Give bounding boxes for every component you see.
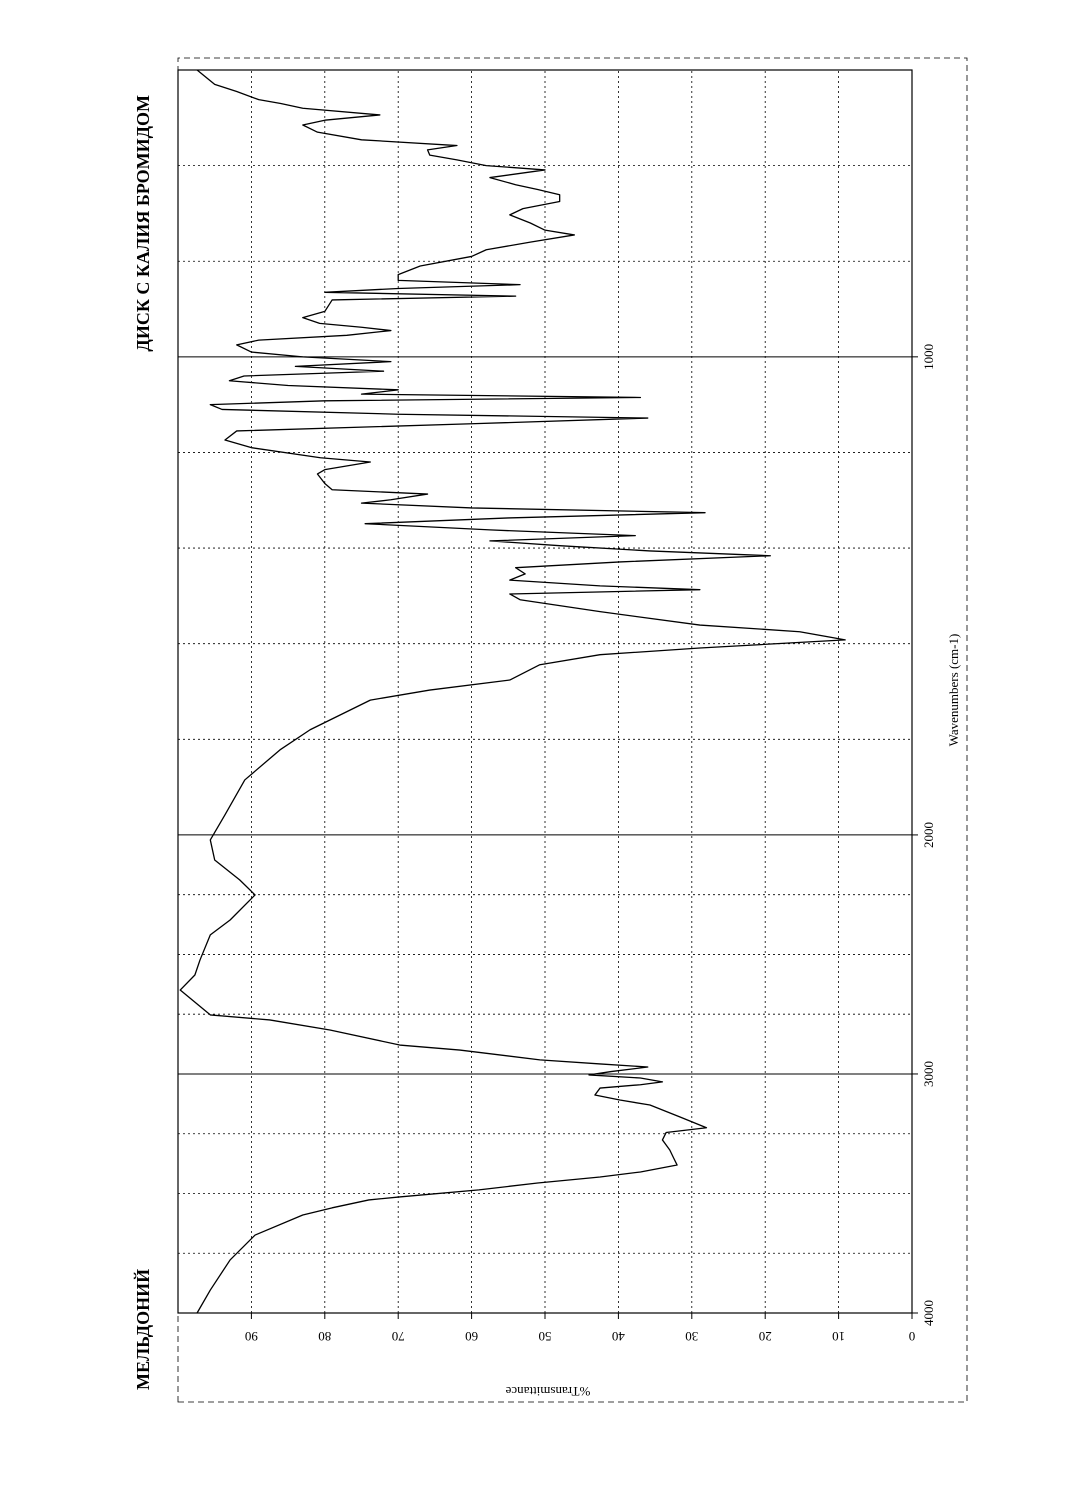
- y-tick-label: 80: [318, 1329, 331, 1344]
- x-tick-label: 4000: [921, 1300, 936, 1326]
- chart-title: МЕЛЬДОНИЙ: [132, 1269, 153, 1390]
- x-axis-label: Wavenumbers (cm-1): [946, 634, 961, 747]
- y-axis-label: %Transmittance: [505, 1384, 590, 1399]
- y-tick-label: 20: [759, 1329, 772, 1344]
- y-tick-label: 70: [392, 1329, 405, 1344]
- y-tick-label: 50: [539, 1329, 552, 1344]
- y-tick-label: 60: [465, 1329, 478, 1344]
- outer-frame: [177, 57, 968, 1403]
- y-tick-label: 0: [909, 1329, 916, 1344]
- x-tick-label: 2000: [921, 822, 936, 848]
- y-tick-label: 90: [245, 1329, 258, 1344]
- y-tick-label: 30: [685, 1329, 698, 1344]
- rotated-chart: МЕЛЬДОНИЙ ДИСК С КАЛИЯ БРОМИДОМ Wavenumb…: [132, 57, 968, 1403]
- y-tick-label: 40: [612, 1329, 625, 1344]
- x-tick-label: 3000: [921, 1061, 936, 1087]
- y-tick-label: 10: [832, 1329, 845, 1344]
- chart-subtitle: ДИСК С КАЛИЯ БРОМИДОМ: [133, 95, 153, 352]
- spectrum-line: [179, 69, 846, 1314]
- x-tick-label: 1000: [921, 344, 936, 370]
